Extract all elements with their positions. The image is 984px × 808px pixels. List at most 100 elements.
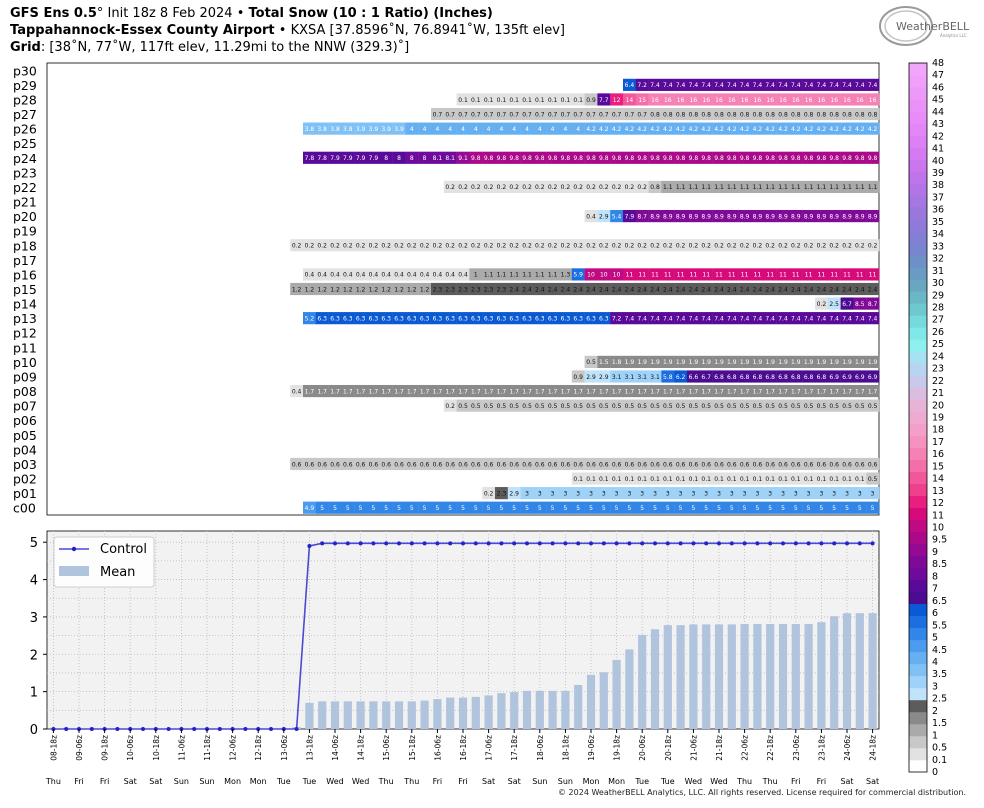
heatmap-cell-label: 9.8	[701, 155, 711, 162]
control-point	[845, 541, 849, 546]
colorbar-tick-label: 0.5	[932, 743, 947, 754]
heatmap-cell	[635, 107, 649, 121]
x-tick-label: 11-18z	[203, 735, 212, 761]
heatmap-cell-label: 0.2	[369, 243, 379, 250]
heatmap-cell	[827, 501, 841, 514]
heatmap-cell-label: 5	[819, 505, 823, 512]
heatmap-cell	[623, 370, 636, 383]
heatmap-cell-label: 0.2	[842, 243, 852, 250]
control-point	[358, 541, 363, 546]
colorbar-swatch	[909, 363, 927, 376]
heatmap-cell-label: 7.4	[765, 82, 775, 89]
heatmap-cell-label: 7.4	[791, 82, 801, 89]
heatmap-cell	[571, 312, 585, 325]
heatmap-cell	[469, 399, 483, 412]
heatmap-cell-label: 0.6	[561, 461, 571, 468]
heatmap-cell	[597, 210, 611, 223]
control-point	[653, 541, 657, 546]
heatmap-cell-label: 0.6	[778, 461, 788, 468]
colorbar-swatch	[909, 231, 927, 244]
heatmap-cell	[776, 282, 790, 296]
heatmap-cell	[635, 457, 649, 471]
heatmap-cell	[763, 399, 777, 412]
day-label: Wed	[710, 777, 727, 786]
colorbar-tick-label: 7	[932, 584, 938, 595]
heatmap-cell	[866, 93, 880, 106]
heatmap-cell	[648, 355, 662, 368]
heatmap-cell-label: 2.9	[599, 213, 609, 220]
heatmap-cell-label: 6.9	[829, 374, 839, 381]
mean-bar	[433, 699, 442, 729]
heatmap-cell-label: 1.7	[369, 388, 379, 395]
row-label: p25	[13, 136, 37, 151]
control-point	[589, 541, 593, 546]
heatmap-cell	[712, 384, 726, 398]
heatmap-cell-label: 11	[869, 272, 877, 279]
day-label: Mon	[583, 777, 600, 786]
mean-bar	[561, 690, 570, 729]
heatmap-cell	[815, 268, 828, 281]
heatmap-cell	[635, 370, 649, 383]
heatmap-cell	[328, 239, 342, 252]
heatmap-cell	[789, 282, 803, 296]
heatmap-cell-label: 0.5	[548, 403, 558, 410]
mean-bar	[484, 695, 493, 729]
heatmap-cell	[725, 122, 739, 135]
heatmap-cell-label: 0.5	[817, 403, 827, 410]
heatmap-cell	[648, 151, 662, 164]
heatmap-cell-label: 0.1	[586, 476, 596, 483]
heatmap-cell-label: 0.2	[637, 243, 647, 250]
heatmap-cell	[495, 282, 508, 296]
heatmap-cell-label: 5.2	[305, 315, 315, 322]
heatmap-cell	[520, 384, 534, 398]
heatmap-cell	[571, 457, 585, 471]
heatmap-cell	[661, 122, 675, 135]
heatmap-cell	[418, 384, 432, 398]
day-label: Thu	[378, 777, 394, 786]
heatmap-cell	[751, 268, 764, 281]
heatmap-cell	[367, 501, 380, 514]
heatmap-cell-label: 0.1	[842, 476, 852, 483]
heatmap-cell	[827, 93, 841, 106]
heatmap-cell-label: 0.5	[829, 403, 839, 410]
heatmap-cell	[802, 457, 816, 471]
colorbar-tick-label: 36	[932, 205, 944, 216]
heatmap-cell-label: 0.2	[817, 301, 827, 308]
heatmap-cell	[815, 312, 828, 325]
heatmap-cell	[315, 384, 329, 398]
colorbar-swatch	[909, 435, 927, 448]
heatmap-cell	[610, 472, 624, 485]
heatmap-cell-label: 4	[538, 126, 542, 133]
heatmap-cell-label: 1.7	[509, 388, 519, 395]
heatmap-cell	[687, 78, 700, 91]
legend-control-label: Control	[100, 542, 147, 557]
heatmap-cell	[789, 78, 803, 91]
heatmap-cell-label: 2.4	[765, 286, 775, 293]
day-label: Thu	[403, 777, 419, 786]
heatmap-cell-label: 2.4	[778, 286, 788, 293]
heatmap-cell-label: 1.7	[561, 388, 571, 395]
row-label: p02	[13, 472, 37, 487]
mean-bar	[369, 701, 378, 729]
heatmap-cell	[840, 370, 854, 383]
colorbar-swatch	[909, 687, 927, 701]
day-label: Thu	[45, 777, 61, 786]
heatmap-cell-label: 0.2	[484, 243, 494, 250]
heatmap-cell	[559, 239, 572, 252]
heatmap-cell-label: 9.8	[842, 155, 852, 162]
heatmap-cell	[623, 487, 636, 500]
day-label: Tue	[634, 777, 649, 786]
heatmap-cell-label: 0.2	[586, 243, 596, 250]
heatmap-cell	[610, 355, 624, 368]
heatmap-cell	[738, 384, 752, 398]
x-tick-label: 17-06z	[485, 735, 494, 761]
heatmap-cell-label: 0.1	[829, 476, 839, 483]
heatmap-cell	[802, 399, 816, 412]
heatmap-cell-label: 0.2	[817, 243, 827, 250]
heatmap-cell	[815, 399, 828, 412]
heatmap-cell	[776, 107, 790, 121]
control-point	[307, 543, 312, 548]
heatmap-cell	[610, 312, 624, 325]
heatmap-cell-label: 4.2	[701, 126, 711, 133]
heatmap-cell-label: 4.2	[842, 126, 852, 133]
